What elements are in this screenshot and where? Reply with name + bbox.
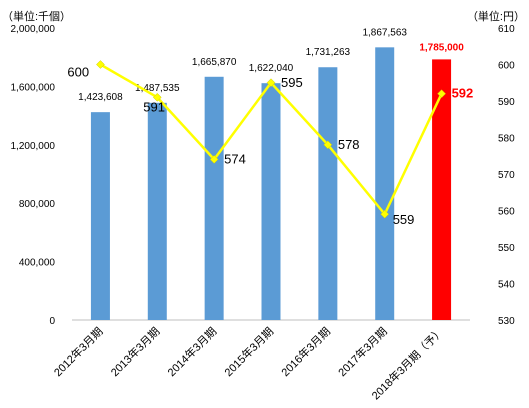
bar [432,59,452,320]
right-tick-label: 530 [498,316,515,327]
category-labels: 2012年3月期 2013年3月期 2014年3月期 2015年3月期 2016年3月期… [51,324,447,402]
right-tick-label: 600 [498,61,515,72]
left-tick-label: 2,000,000 [11,24,56,35]
category-label: 2014年3月期 [164,324,219,379]
right-tick-label: 560 [498,207,515,218]
category-label: 2016年3月期 [278,324,333,379]
left-tick-label: 1,200,000 [11,141,56,152]
bar [90,112,110,320]
right-tick-label: 580 [498,134,515,145]
line-value-label: 578 [338,137,360,152]
line-marker [152,92,162,102]
right-axis-unit: （単位:円） [466,11,525,23]
bar-value-label: 1,487,535 [135,83,180,94]
line-marker [209,155,219,164]
bar [204,76,224,320]
left-tick-label: 1,600,000 [11,82,56,93]
category-label: 2015年3月期 [221,324,276,379]
line-value-label: 595 [281,75,303,90]
bar-series [90,47,452,321]
right-tick-label: 550 [498,243,515,254]
category-label: 2017年3月期 [335,324,390,379]
right-axis: 530 540 550 560 570 580 590 600 610 [498,24,515,327]
left-tick-label: 0 [49,316,55,327]
bar-value-label: 1,665,870 [192,57,237,68]
line-value-label: 574 [224,151,246,166]
line-marker [437,89,446,99]
line-value-label: 591 [143,99,165,114]
right-tick-label: 540 [498,280,515,291]
bar-value-label: 1,423,608 [78,92,123,103]
category-label: 2012年3月期 [51,324,106,379]
line-value-label: 600 [67,65,89,80]
bar [147,102,167,321]
line-series [96,60,446,219]
bar-value-label: 1,785,000 [419,42,464,53]
bar-value-labels: 1,423,608 1,487,535 1,665,870 1,622,040 1,73… [78,27,464,103]
left-axis-unit: （単位:千個） [2,11,72,23]
line-value-label: 559 [393,212,415,227]
line-value-label: 592 [452,86,474,101]
line-marker [380,209,390,219]
bar-value-label: 1,622,040 [249,63,294,74]
line-value-labels: 600 591 574 595 578 559 592 [67,65,473,228]
left-tick-label: 400,000 [19,258,56,269]
line-marker [266,78,276,88]
bar [318,67,338,321]
right-tick-label: 610 [498,24,515,35]
bar-value-label: 1,731,263 [306,47,351,58]
line-marker [96,60,105,69]
line-marker [323,140,333,150]
left-axis: 0 400,000 800,000 1,200,000 1,600,000 2,000,0… [11,24,56,327]
bar-value-label: 1,867,563 [362,27,407,38]
right-tick-label: 570 [498,170,515,181]
right-tick-label: 590 [498,97,515,108]
bar [375,47,395,320]
category-label: 2013年3月期 [108,324,163,379]
left-tick-label: 800,000 [19,199,56,210]
bar [261,83,281,320]
